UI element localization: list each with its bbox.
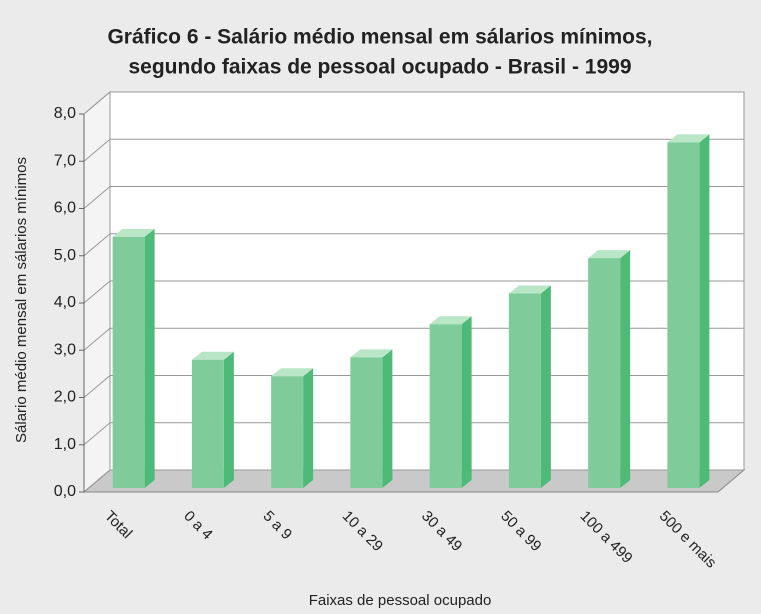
floor [82, 469, 746, 493]
bar-side [223, 351, 234, 488]
bar [667, 134, 710, 488]
bar-top [508, 285, 551, 294]
grid-line [83, 91, 744, 115]
bar-top [667, 134, 710, 143]
bar-top [191, 351, 234, 360]
bar-top [588, 250, 631, 259]
bar-front [429, 324, 462, 488]
x-axis-label: Faixas de pessoal ocupado [309, 592, 492, 609]
y-tick-label: 0,0 [54, 483, 76, 500]
bar [588, 250, 631, 488]
bar-front [508, 293, 541, 488]
y-tick-label: 2,0 [54, 389, 76, 406]
bar [271, 368, 314, 488]
grid-line [83, 233, 744, 257]
chart-title: Gráfico 6 - Salário médio mensal em sála… [107, 26, 652, 49]
bar-front [588, 258, 621, 488]
chart-subtitle: segundo faixas de pessoal ocupado - Bras… [129, 56, 632, 79]
bar-side [382, 349, 393, 488]
bar-side [699, 134, 710, 488]
y-tick-label: 6,0 [54, 200, 76, 217]
bar-side [461, 316, 472, 488]
y-tick-label: 4,0 [54, 294, 76, 311]
bar-top [350, 349, 393, 358]
bar [508, 285, 551, 488]
bar-side [144, 228, 155, 488]
bar-front [271, 376, 304, 488]
bar-front [191, 359, 224, 488]
bar-side [540, 285, 551, 488]
y-axis-label: Sálario médio mensal em sálarios mínimos [13, 157, 30, 443]
y-tick-label: 1,0 [54, 436, 76, 453]
bar-top [112, 228, 155, 237]
y-tick-label: 8,0 [54, 105, 76, 122]
bar [112, 228, 155, 488]
bar-side [620, 250, 631, 488]
bar-top [429, 316, 472, 325]
y-tick-label: 7,0 [54, 152, 76, 169]
bar-side [303, 368, 314, 488]
bar [191, 351, 234, 488]
y-tick-label: 3,0 [54, 341, 76, 358]
bar-front [112, 236, 145, 488]
bar-front [667, 142, 700, 488]
grid-line [83, 186, 744, 209]
bar [350, 349, 393, 488]
bar-front [350, 357, 383, 488]
bar-top [271, 368, 314, 377]
grid-line [83, 138, 744, 162]
bar [429, 316, 472, 488]
y-tick-label: 5,0 [54, 247, 76, 264]
grid-line [83, 280, 744, 304]
